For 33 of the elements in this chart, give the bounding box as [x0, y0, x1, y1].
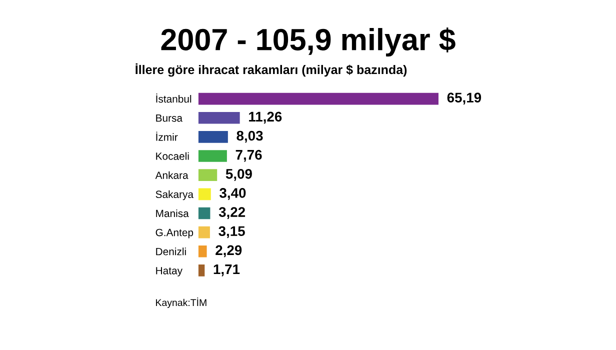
bar [198, 92, 438, 105]
bar [198, 245, 207, 258]
y-tick-label: Ankara [155, 171, 188, 179]
bar [198, 150, 227, 162]
y-tick-label: Manisa [156, 209, 189, 218]
y-tick-label: Sakarya [156, 190, 194, 200]
data-label: 7,76 [236, 150, 262, 162]
chart-title: 2007 - 105,9 milyar $ [161, 27, 456, 57]
bar [198, 207, 210, 220]
y-tick-label: Denizli [156, 248, 186, 256]
y-tick-label: Hatay [156, 267, 182, 276]
bar [198, 131, 228, 143]
y-tick-label: İstanbul [156, 94, 192, 103]
data-label: 5,09 [226, 168, 252, 181]
bar [198, 169, 218, 181]
chart-subtitle: İllere göre ihracat rakamları (milyar $ bazında) [136, 63, 407, 77]
data-label: 1,71 [214, 264, 240, 276]
bar [198, 226, 210, 238]
data-label: 3,22 [218, 207, 246, 219]
bar [198, 188, 211, 200]
data-label: 65,19 [447, 92, 482, 105]
y-tick-label: G.Antep [156, 228, 194, 238]
y-tick-label: İzmir [156, 132, 178, 141]
data-label: 3,40 [220, 188, 246, 200]
data-label: 3,15 [218, 226, 245, 238]
data-label: 11,26 [249, 112, 282, 124]
y-tick-label: Kocaeli [156, 152, 189, 160]
y-tick-label: Bursa [156, 114, 183, 122]
data-label: 8,03 [236, 130, 263, 143]
data-label: 2,29 [216, 245, 242, 258]
bar [198, 112, 240, 124]
text: Kaynak:TİM [156, 298, 206, 308]
bar [198, 264, 205, 276]
